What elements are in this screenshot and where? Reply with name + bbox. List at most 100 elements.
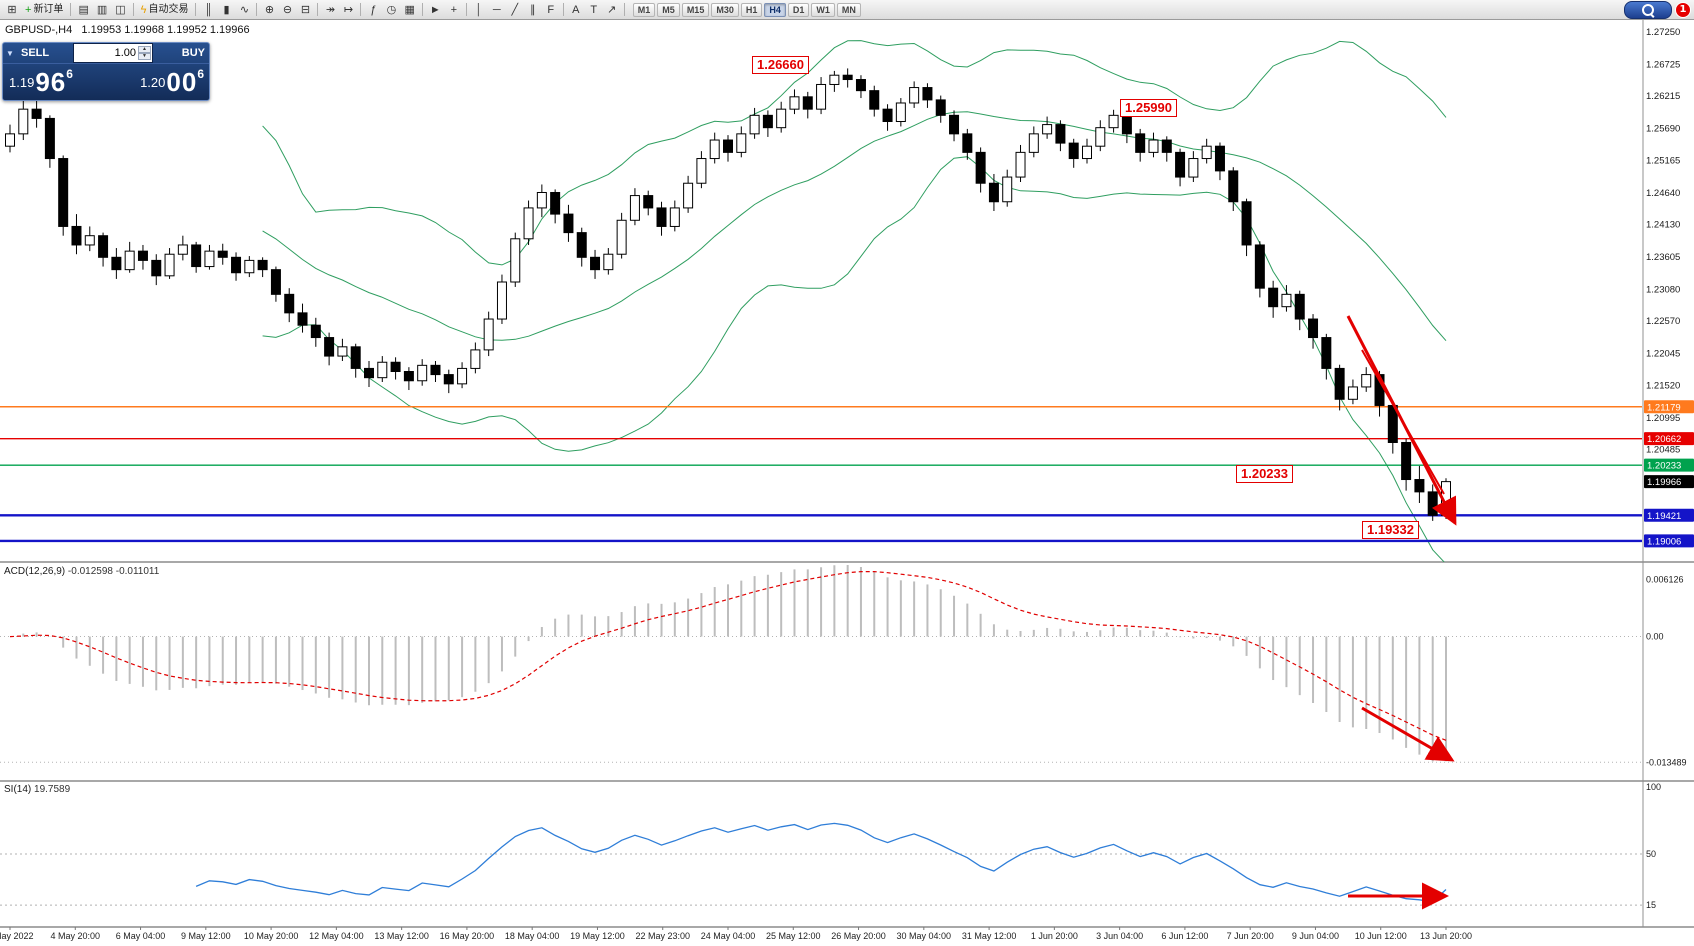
rsi-line xyxy=(195,822,1447,903)
market-watch-button[interactable]: ▥ xyxy=(94,2,110,18)
one-click-dropdown[interactable]: ▼ xyxy=(6,48,14,58)
timeframe-m30-button[interactable]: M30 xyxy=(711,2,739,17)
bollinger-upper-band xyxy=(262,40,1447,266)
arrows-button[interactable]: ↗ xyxy=(604,2,620,18)
autotrading-icon: ϟ xyxy=(140,3,147,16)
rsi-value: 19.7589 xyxy=(34,784,71,795)
indicators-icon: ƒ xyxy=(370,3,377,16)
profiles-button[interactable]: ▤ xyxy=(75,2,91,18)
price-tick: 1.24130 xyxy=(1646,220,1680,231)
macd-scale-label: -0.013489 xyxy=(1646,757,1687,767)
volume-input[interactable] xyxy=(74,47,138,59)
sell-price[interactable]: 1.19 96 6 xyxy=(3,64,106,100)
price-tick: 1.23605 xyxy=(1646,252,1680,263)
vertical-line-button[interactable]: │ xyxy=(471,2,487,18)
bollinger-lower-band xyxy=(262,156,1445,562)
indicators-button[interactable]: ƒ xyxy=(365,2,381,18)
text-label-icon: T xyxy=(590,3,598,16)
toolbar: ⊞ + 新订单 ▤ ▥ ◫ ϟ 自动交易 ║ ▮ ∿ ⊕ ⊖ ⊟ ↠ ↦ ƒ ◷ ▦ ► + │ ─ ╱ ∥ F A T ↗ M1 M5 M… xyxy=(0,0,1694,20)
new-order-icon: + xyxy=(25,3,32,16)
price-chip-label: 1.19966 xyxy=(1647,477,1681,488)
vertical-line-icon: │ xyxy=(475,3,483,16)
timeframe-mn-button[interactable]: MN xyxy=(836,2,861,17)
timeframe-h4-button[interactable]: H4 xyxy=(764,2,786,17)
main-price-panel[interactable] xyxy=(0,40,1642,564)
price-tick: 1.25165 xyxy=(1646,156,1680,167)
zoom-in-button[interactable]: ⊕ xyxy=(261,2,277,18)
horizontal-line-button[interactable]: ─ xyxy=(489,2,505,18)
date-label: 4 May 2022 xyxy=(0,931,34,941)
price-tag[interactable]: 1.20233 xyxy=(1236,465,1293,483)
notification-badge[interactable]: 1 xyxy=(1675,1,1691,18)
search-button[interactable] xyxy=(1624,0,1672,19)
date-label: 13 Jun 20:00 xyxy=(1420,931,1472,941)
cursor-icon: ► xyxy=(429,3,441,16)
toolbar-separator xyxy=(465,3,467,16)
periods-button[interactable]: ◷ xyxy=(383,2,399,18)
macd-signal-line xyxy=(9,570,1447,741)
templates-button[interactable]: ▦ xyxy=(401,2,417,18)
text-label-button[interactable]: T xyxy=(586,2,602,18)
auto-scroll-button[interactable]: ↠ xyxy=(322,2,338,18)
line-chart-icon: ∿ xyxy=(239,3,250,16)
trend-arrow[interactable] xyxy=(1361,349,1445,495)
price-scale[interactable] xyxy=(1643,20,1694,927)
date-label: 3 Jun 04:00 xyxy=(1096,931,1143,941)
price-tick: 1.22570 xyxy=(1646,316,1680,327)
trendline-button[interactable]: ╱ xyxy=(507,2,523,18)
date-label: 13 May 12:00 xyxy=(374,931,429,941)
timeframe-m5-button[interactable]: M5 xyxy=(657,2,680,17)
timeframe-d1-button[interactable]: D1 xyxy=(787,2,810,17)
sell-price-small: 1.19 xyxy=(9,74,35,90)
zoom-out-button[interactable]: ⊖ xyxy=(279,2,295,18)
autotrading-button[interactable]: ϟ 自动交易 xyxy=(138,2,192,18)
timeframe-m1-button[interactable]: M1 xyxy=(632,2,656,17)
chart-area[interactable]: 1.27250 1.26725 1.26215 1.25690 1.25165 1.246… xyxy=(0,20,1694,946)
navigator-icon: ◫ xyxy=(115,3,126,16)
buy-button[interactable]: BUY xyxy=(181,47,205,59)
price-tick: 1.24640 xyxy=(1646,188,1680,199)
chart-shift-button[interactable]: ↦ xyxy=(340,2,356,18)
price-tag[interactable]: 1.26660 xyxy=(752,56,809,74)
price-tag[interactable]: 1.25990 xyxy=(1120,99,1177,117)
price-chip-label: 1.20662 xyxy=(1647,434,1681,445)
rsi-scale-label: 15 xyxy=(1646,900,1656,910)
line-chart-button[interactable]: ∿ xyxy=(236,2,252,18)
volume-decrease-button[interactable]: ▼ xyxy=(138,53,151,60)
candlestick-chart-button[interactable]: ▮ xyxy=(218,2,234,18)
text-button[interactable]: A xyxy=(568,2,584,18)
crosshair-button[interactable]: + xyxy=(446,2,462,18)
rsi-label: SI(14) 19.7589 xyxy=(4,784,70,795)
time-scale[interactable] xyxy=(0,927,1642,946)
price-tick: 1.20995 xyxy=(1646,413,1680,424)
sell-price-big: 96 xyxy=(35,66,67,97)
new-order-button[interactable]: + 新订单 xyxy=(22,2,66,18)
sell-button[interactable]: SELL xyxy=(21,47,50,59)
trend-arrow[interactable] xyxy=(1361,706,1455,762)
date-label: 12 May 04:00 xyxy=(309,931,364,941)
fibonacci-button[interactable]: F xyxy=(543,2,559,18)
date-label: 19 May 12:00 xyxy=(570,931,625,941)
timeframe-m15-button[interactable]: M15 xyxy=(681,2,710,17)
date-label: 7 Jun 20:00 xyxy=(1227,931,1274,941)
navigator-button[interactable]: ◫ xyxy=(112,2,128,18)
autotrading-label: 自动交易 xyxy=(148,3,189,15)
tile-windows-button[interactable]: ⊟ xyxy=(297,2,313,18)
channel-button[interactable]: ∥ xyxy=(525,2,541,18)
volume-increase-button[interactable]: ▲ xyxy=(138,46,151,53)
bar-chart-icon: ║ xyxy=(204,3,213,16)
new-chart-button[interactable]: ⊞ xyxy=(4,2,20,18)
buy-price[interactable]: 1.20 00 6 xyxy=(106,64,209,100)
toolbar-separator xyxy=(562,3,564,16)
rsi-scale-label: 100 xyxy=(1646,782,1661,792)
date-label: 9 Jun 04:00 xyxy=(1292,931,1339,941)
bar-chart-button[interactable]: ║ xyxy=(200,2,216,18)
text-icon: A xyxy=(572,3,580,16)
date-label: 22 May 23:00 xyxy=(635,931,690,941)
cursor-button[interactable]: ► xyxy=(427,2,444,18)
timeframe-w1-button[interactable]: W1 xyxy=(811,2,835,17)
timeframe-h1-button[interactable]: H1 xyxy=(740,2,763,17)
volume-field: ▲ ▼ xyxy=(73,43,153,63)
horizontal-line-icon: ─ xyxy=(492,3,501,16)
price-tag[interactable]: 1.19332 xyxy=(1362,521,1419,539)
